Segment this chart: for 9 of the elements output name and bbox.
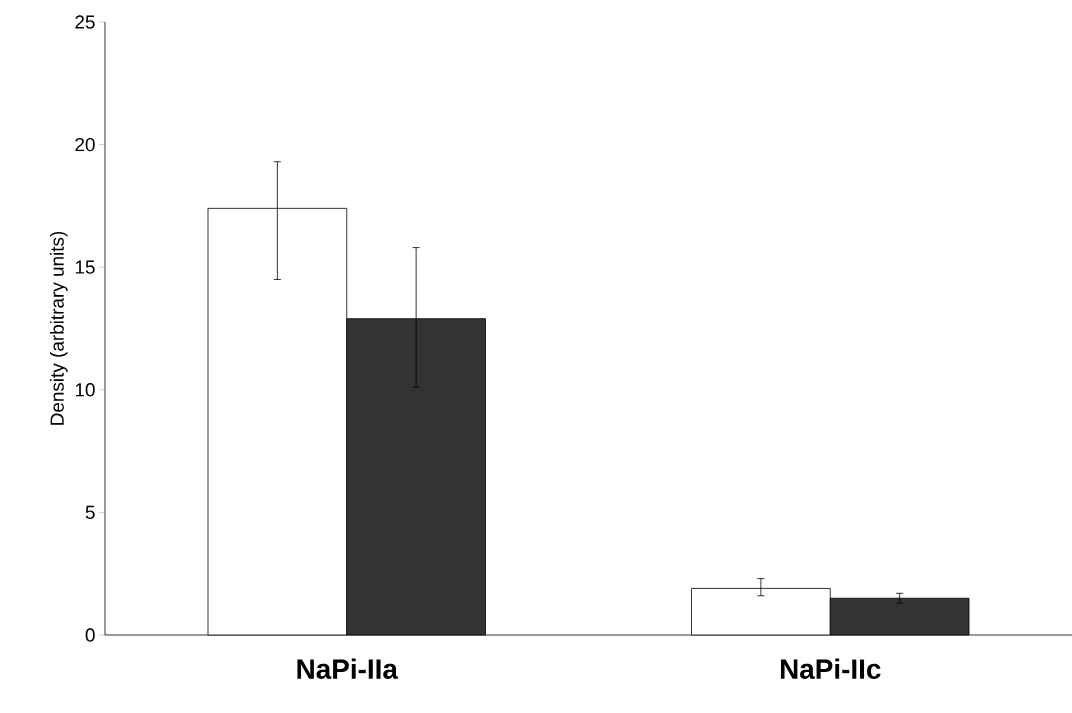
y-tick-label: 25	[75, 15, 95, 29]
y-axis-title: Density (arbitrary units)	[49, 231, 68, 425]
y-tick-label: 20	[75, 137, 95, 152]
x-tick-label: NaPi-IIa	[297, 658, 399, 679]
x-tick-label: NaPi-IIc	[780, 658, 881, 679]
y-tick-label: 10	[75, 383, 95, 397]
y-tick-label: 15	[75, 260, 95, 274]
y-tick-label: 0	[85, 628, 95, 642]
y-tick-label: 5	[85, 505, 95, 520]
